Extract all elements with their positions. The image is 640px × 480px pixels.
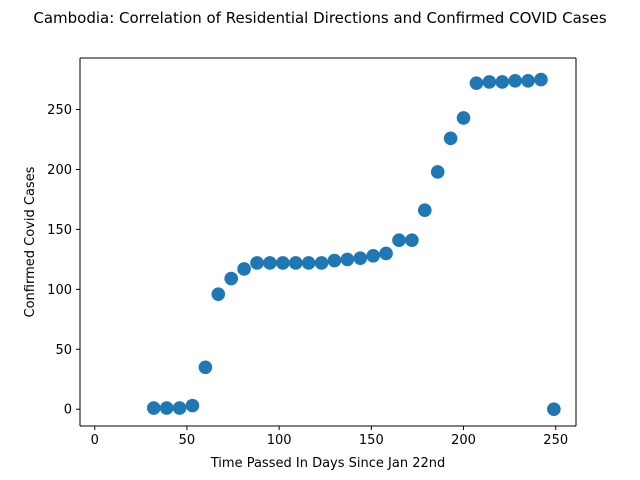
data-point — [340, 252, 355, 267]
plot-background — [80, 58, 576, 426]
data-point — [469, 76, 484, 90]
y-tick-label: 200 — [47, 163, 72, 178]
y-tick-label: 100 — [47, 283, 72, 298]
data-point — [314, 256, 329, 270]
y-tick-label: 0 — [64, 403, 72, 418]
x-tick-label: 150 — [359, 433, 384, 448]
data-points — [146, 72, 561, 417]
data-point — [276, 256, 290, 270]
plot-area — [80, 58, 576, 426]
x-tick-label: 200 — [451, 433, 476, 448]
axes: 0 50 100 150 200 250 0 50 100 150 200 250 — [47, 57, 577, 448]
data-point — [547, 402, 561, 417]
data-point — [211, 287, 226, 301]
data-point — [288, 256, 303, 270]
data-point — [366, 248, 380, 263]
x-tick-label: 0 — [91, 433, 99, 448]
data-point — [237, 262, 251, 276]
x-axis-label: Time Passed In Days Since Jan 22nd — [210, 456, 445, 471]
data-point — [250, 256, 264, 270]
data-point — [353, 251, 368, 265]
x-tick-label: 50 — [179, 433, 196, 448]
data-point — [146, 401, 161, 415]
data-point — [482, 75, 497, 89]
data-point — [159, 401, 174, 415]
data-point — [456, 111, 471, 125]
data-point — [508, 73, 522, 88]
y-axis-label: Confirmed Covid Cases — [23, 166, 38, 317]
data-point — [224, 271, 238, 286]
data-point — [443, 131, 458, 146]
data-point — [198, 360, 213, 375]
y-tick-label: 250 — [47, 103, 72, 118]
data-point — [405, 233, 419, 247]
y-tick-label: 50 — [55, 343, 72, 358]
data-point — [521, 73, 535, 88]
y-tick-label: 150 — [47, 223, 72, 238]
data-point — [379, 246, 393, 261]
x-tick-label: 100 — [267, 433, 292, 448]
data-point — [327, 253, 342, 268]
x-tick-label: 250 — [543, 433, 568, 448]
chart-title: Cambodia: Correlation of Residential Dir… — [33, 9, 606, 27]
data-point — [430, 165, 445, 179]
data-point — [495, 75, 510, 89]
data-point — [263, 256, 277, 270]
data-point — [534, 72, 548, 87]
data-point — [392, 233, 406, 247]
data-point — [185, 398, 200, 413]
data-point — [418, 203, 432, 218]
data-point — [172, 401, 187, 415]
data-point — [301, 256, 316, 270]
